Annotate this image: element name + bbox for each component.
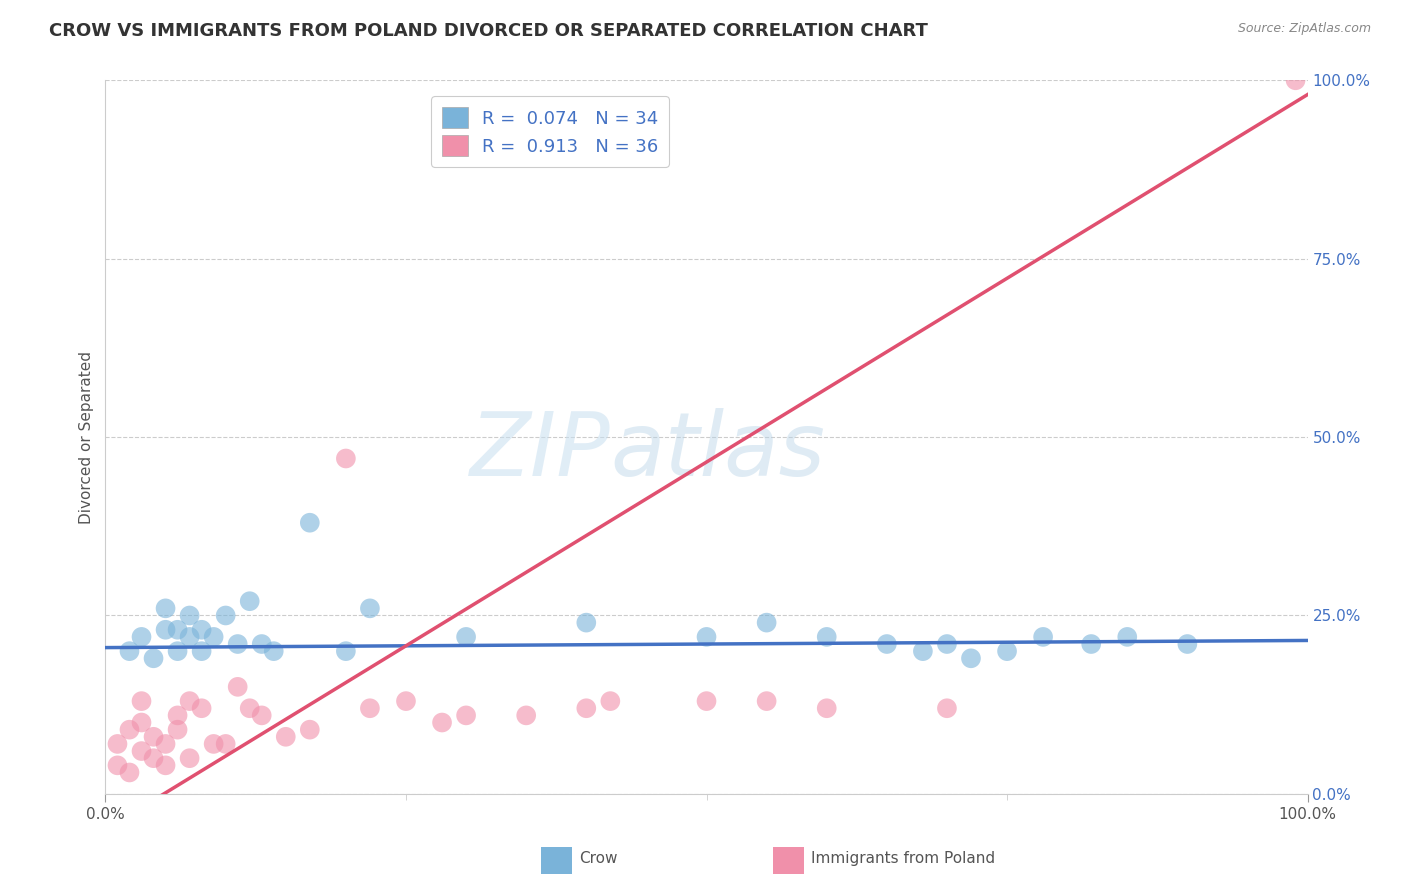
Point [155, 601, 177, 615]
Point [755, 615, 778, 630]
Point [1116, 630, 1139, 644]
Point [395, 694, 418, 708]
Point [166, 623, 188, 637]
Point [298, 723, 321, 737]
Point [166, 708, 188, 723]
Point [166, 644, 188, 658]
Point [250, 708, 273, 723]
Text: atlas: atlas [610, 409, 825, 494]
Point [226, 680, 249, 694]
Text: Source: ZipAtlas.com: Source: ZipAtlas.com [1237, 22, 1371, 36]
Point [936, 701, 959, 715]
Point [131, 694, 153, 708]
Point [214, 608, 236, 623]
Point [239, 701, 262, 715]
Point [190, 623, 212, 637]
Point [696, 630, 718, 644]
Point [454, 708, 477, 723]
Point [179, 694, 201, 708]
Point [155, 758, 177, 772]
Legend: R =  0.074   N = 34, R =  0.913   N = 36: R = 0.074 N = 34, R = 0.913 N = 36 [432, 96, 669, 167]
Point [696, 694, 718, 708]
Point [202, 737, 225, 751]
Point [515, 708, 537, 723]
Point [755, 694, 778, 708]
Point [131, 715, 153, 730]
Point [876, 637, 898, 651]
Point [911, 644, 934, 658]
Point [155, 737, 177, 751]
Point [298, 516, 321, 530]
Point [107, 737, 129, 751]
Point [202, 630, 225, 644]
Point [190, 701, 212, 715]
Point [960, 651, 983, 665]
Point [142, 730, 165, 744]
Point [239, 594, 262, 608]
Text: CROW VS IMMIGRANTS FROM POLAND DIVORCED OR SEPARATED CORRELATION CHART: CROW VS IMMIGRANTS FROM POLAND DIVORCED … [49, 22, 928, 40]
Y-axis label: Divorced or Separated: Divorced or Separated [79, 351, 94, 524]
Point [335, 451, 357, 466]
Point [1284, 73, 1306, 87]
Point [131, 744, 153, 758]
Point [995, 644, 1018, 658]
Point [190, 644, 212, 658]
Point [1032, 630, 1054, 644]
Point [599, 694, 621, 708]
Point [179, 608, 201, 623]
Point [155, 623, 177, 637]
Point [226, 637, 249, 651]
Point [118, 765, 141, 780]
Point [359, 701, 381, 715]
Point [214, 737, 236, 751]
Text: Immigrants from Poland: Immigrants from Poland [811, 852, 995, 866]
Point [179, 751, 201, 765]
Point [815, 630, 838, 644]
Point [131, 630, 153, 644]
Point [142, 751, 165, 765]
Point [1080, 637, 1102, 651]
Point [815, 701, 838, 715]
Point [430, 715, 453, 730]
Point [250, 637, 273, 651]
Point [274, 730, 297, 744]
Point [263, 644, 285, 658]
Point [1175, 637, 1198, 651]
Point [179, 630, 201, 644]
Point [936, 637, 959, 651]
Point [166, 723, 188, 737]
Point [142, 651, 165, 665]
Point [454, 630, 477, 644]
Point [359, 601, 381, 615]
Point [575, 701, 598, 715]
Point [118, 723, 141, 737]
Point [575, 615, 598, 630]
Text: ZIP: ZIP [470, 409, 610, 494]
Point [335, 644, 357, 658]
Point [118, 644, 141, 658]
Text: Crow: Crow [579, 852, 617, 866]
Point [107, 758, 129, 772]
